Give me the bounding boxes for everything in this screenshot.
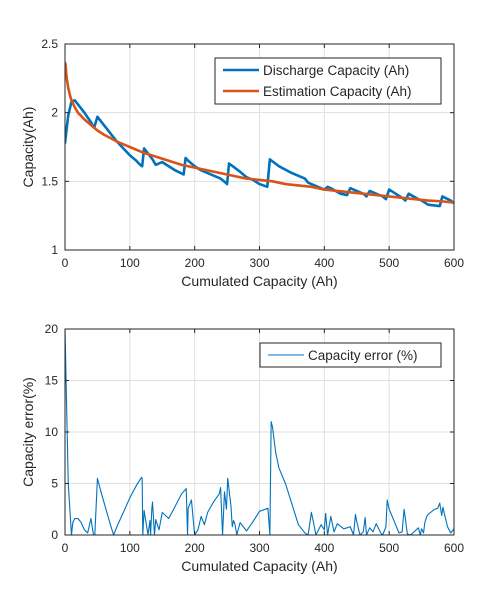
x-tick-label: 300 — [249, 541, 269, 555]
chart-top-capacity: 0 100 200 300 400 500 600 1 1.5 2 2.5 Cumulated Cap… — [20, 37, 464, 289]
y-tick-label: 2.5 — [41, 37, 58, 51]
chart-bottom-capacity-error: 0 100 200 300 400 500 600 0 5 10 15 20 Cumulated Cap… — [20, 322, 464, 574]
x-tick-label: 500 — [379, 256, 399, 270]
legend-label: Capacity error (%) — [308, 348, 418, 363]
x-axis-label: Cumulated Capacity (Ah) — [181, 273, 337, 289]
series-line-1 — [65, 329, 454, 535]
x-tick-label: 200 — [185, 256, 205, 270]
x-tick-label: 100 — [120, 541, 140, 555]
x-tick-label: 600 — [444, 256, 464, 270]
y-tick-label: 20 — [45, 322, 59, 336]
x-axis-label: Cumulated Capacity (Ah) — [181, 558, 337, 574]
y-axis-label: Capacity(Ah) — [20, 107, 36, 188]
x-tick-label: 400 — [314, 541, 334, 555]
x-tick-label: 600 — [444, 541, 464, 555]
x-tick-label: 300 — [249, 256, 269, 270]
y-tick-label: 2 — [51, 106, 58, 120]
y-tick-label: 15 — [45, 374, 59, 388]
x-tick-label: 200 — [185, 541, 205, 555]
x-tick-label: 0 — [62, 541, 69, 555]
y-tick-label: 10 — [45, 425, 59, 439]
x-tick-label: 100 — [120, 256, 140, 270]
legend: Discharge Capacity (Ah) Estimation Capaci… — [214, 57, 442, 105]
y-tick-label: 1.5 — [41, 174, 58, 188]
x-tick-label: 500 — [379, 541, 399, 555]
x-tick-label: 400 — [314, 256, 334, 270]
legend-box — [214, 57, 442, 105]
legend-label: Discharge Capacity (Ah) — [263, 63, 409, 78]
x-tick-label: 0 — [62, 256, 69, 270]
y-axis-label: Capacity error(%) — [20, 377, 36, 487]
y-tick-label: 1 — [51, 243, 58, 257]
y-tick-label: 0 — [51, 528, 58, 542]
legend: Capacity error (%) — [259, 342, 442, 368]
series-line-2 — [65, 61, 454, 204]
y-tick-label: 5 — [51, 477, 58, 491]
legend-label: Estimation Capacity (Ah) — [263, 84, 412, 99]
